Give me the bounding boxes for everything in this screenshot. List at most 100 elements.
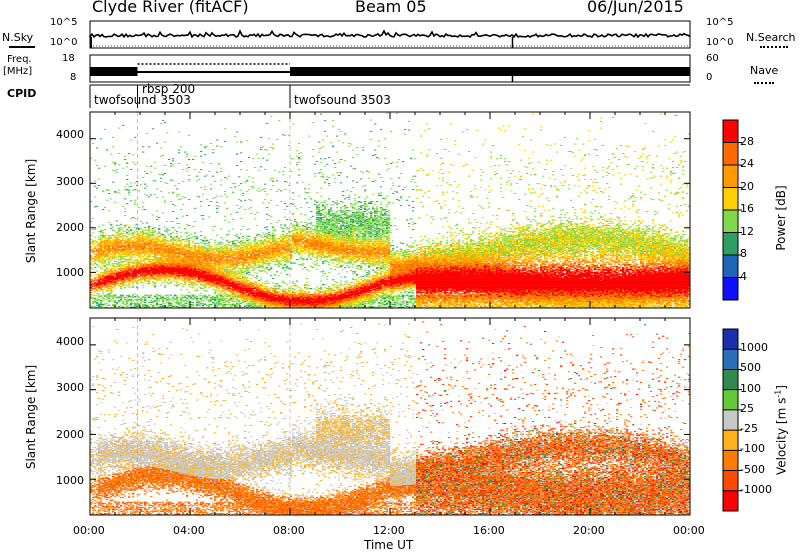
power-cell (138, 190, 140, 191)
power-cell (192, 279, 194, 280)
power-cell (124, 208, 126, 209)
power-cell (164, 298, 166, 299)
power-cell (160, 306, 162, 307)
power-cell (204, 247, 206, 248)
power-cell (96, 283, 98, 284)
power-cell (138, 261, 140, 262)
power-cell (202, 246, 204, 247)
power-cell (94, 248, 96, 249)
power-cell (112, 301, 114, 302)
power-cell (108, 288, 110, 289)
power-cell (164, 242, 166, 243)
power-cell (226, 294, 228, 295)
power-cell (148, 279, 150, 280)
power-cell (178, 284, 180, 285)
power-cell (160, 285, 162, 286)
power-cell (202, 295, 204, 296)
power-cell (102, 274, 104, 275)
power-cell (194, 208, 196, 209)
power-cell (194, 295, 196, 296)
power-cell (138, 303, 140, 304)
power-cell (168, 305, 170, 306)
power-cell (110, 265, 112, 266)
power-cell (216, 235, 218, 236)
power-cell (114, 300, 116, 301)
power-cell (224, 304, 226, 305)
power-cell (220, 180, 222, 181)
power-cell (196, 196, 198, 197)
power-cell (172, 237, 174, 238)
power-cell (122, 248, 124, 249)
power-cell (122, 303, 124, 304)
power-cell (112, 297, 114, 298)
power-cell (188, 159, 190, 160)
power-cell (198, 245, 200, 246)
power-cell (128, 226, 130, 227)
power-cell (124, 211, 126, 212)
power-cell (196, 176, 198, 177)
power-cell (150, 237, 152, 238)
power-cell (178, 303, 180, 304)
power-cell (146, 230, 148, 231)
power-cell (106, 259, 108, 260)
power-cell (110, 253, 112, 254)
power-cell (102, 235, 104, 236)
power-cell (214, 255, 216, 256)
power-cell (96, 241, 98, 242)
power-cell (188, 199, 190, 200)
power-cell (110, 299, 112, 300)
power-cell (182, 286, 184, 287)
power-cell (206, 243, 208, 244)
power-cell (124, 240, 126, 241)
power-cell (164, 239, 166, 240)
power-cell (106, 149, 108, 150)
freq-panel (90, 55, 690, 82)
power-cell (212, 230, 214, 231)
power-cell (134, 236, 136, 237)
power-cell (122, 268, 124, 269)
power-cell (190, 281, 192, 282)
power-cell (130, 235, 132, 236)
power-cell (122, 256, 124, 257)
power-cell (140, 255, 142, 256)
power-cell (138, 297, 140, 298)
power-cell (180, 283, 182, 284)
power-cell (204, 287, 206, 288)
power-panel (90, 112, 690, 308)
power-cell (100, 235, 102, 236)
power-cell (180, 232, 182, 233)
power-cell (100, 275, 102, 276)
power-cell (192, 302, 194, 303)
power-cell (222, 304, 224, 305)
power-cell (180, 295, 182, 296)
power-cell (128, 238, 130, 239)
power-cell (126, 295, 128, 296)
power-cell (216, 172, 218, 173)
power-cell (210, 261, 212, 262)
power-cell (114, 231, 116, 232)
power-cell (146, 223, 148, 224)
power-cell (120, 263, 122, 264)
power-cell (138, 279, 140, 280)
power-cell (164, 285, 166, 286)
power-cell (104, 304, 106, 305)
power-cell (220, 251, 222, 252)
power-cell (106, 285, 108, 286)
power-cell (160, 255, 162, 256)
power-cell (194, 279, 196, 280)
power-cell (226, 301, 228, 302)
power-cell (108, 290, 110, 291)
power-cell (166, 233, 168, 234)
power-cell (134, 218, 136, 219)
power-cell (96, 302, 98, 303)
power-cell (118, 239, 120, 240)
power-cell (128, 279, 130, 280)
power-cell (186, 241, 188, 242)
power-cell (184, 297, 186, 298)
power-cell (174, 243, 176, 244)
power-cell (196, 303, 198, 304)
power-cell (200, 151, 202, 152)
power-cell (106, 305, 108, 306)
power-cell (222, 299, 224, 300)
power-cell (118, 296, 120, 297)
